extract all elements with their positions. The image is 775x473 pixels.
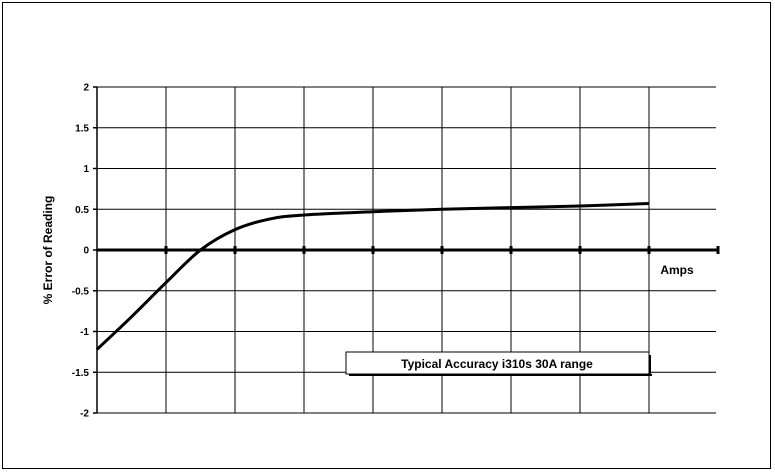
x-axis-label: Amps bbox=[660, 263, 694, 277]
y-tick-label: 0.5 bbox=[75, 205, 89, 216]
series-line bbox=[95, 202, 650, 351]
annotation-box: Typical Accuracy i310s 30A range bbox=[345, 351, 652, 376]
y-tick-label: -2 bbox=[80, 409, 89, 420]
y-tick-label: -1.5 bbox=[72, 368, 90, 379]
y-tick-label: 1.5 bbox=[75, 123, 89, 134]
series bbox=[95, 202, 650, 351]
annotation-text: Typical Accuracy i310s 30A range bbox=[401, 357, 593, 371]
y-tick-label: 1 bbox=[83, 164, 89, 175]
y-axis-label: % Error of Reading bbox=[41, 196, 55, 305]
y-tick-label: 0 bbox=[83, 246, 89, 257]
y-tick-label: -1 bbox=[80, 327, 89, 338]
y-tick-label: 2 bbox=[83, 83, 89, 94]
y-tick-label: -0.5 bbox=[72, 286, 90, 297]
chart-frame bbox=[2, 2, 771, 469]
y-tick-labels: 2 1.5 1 0.5 0 -0.5 -1 -1.5 -2 bbox=[72, 83, 90, 420]
